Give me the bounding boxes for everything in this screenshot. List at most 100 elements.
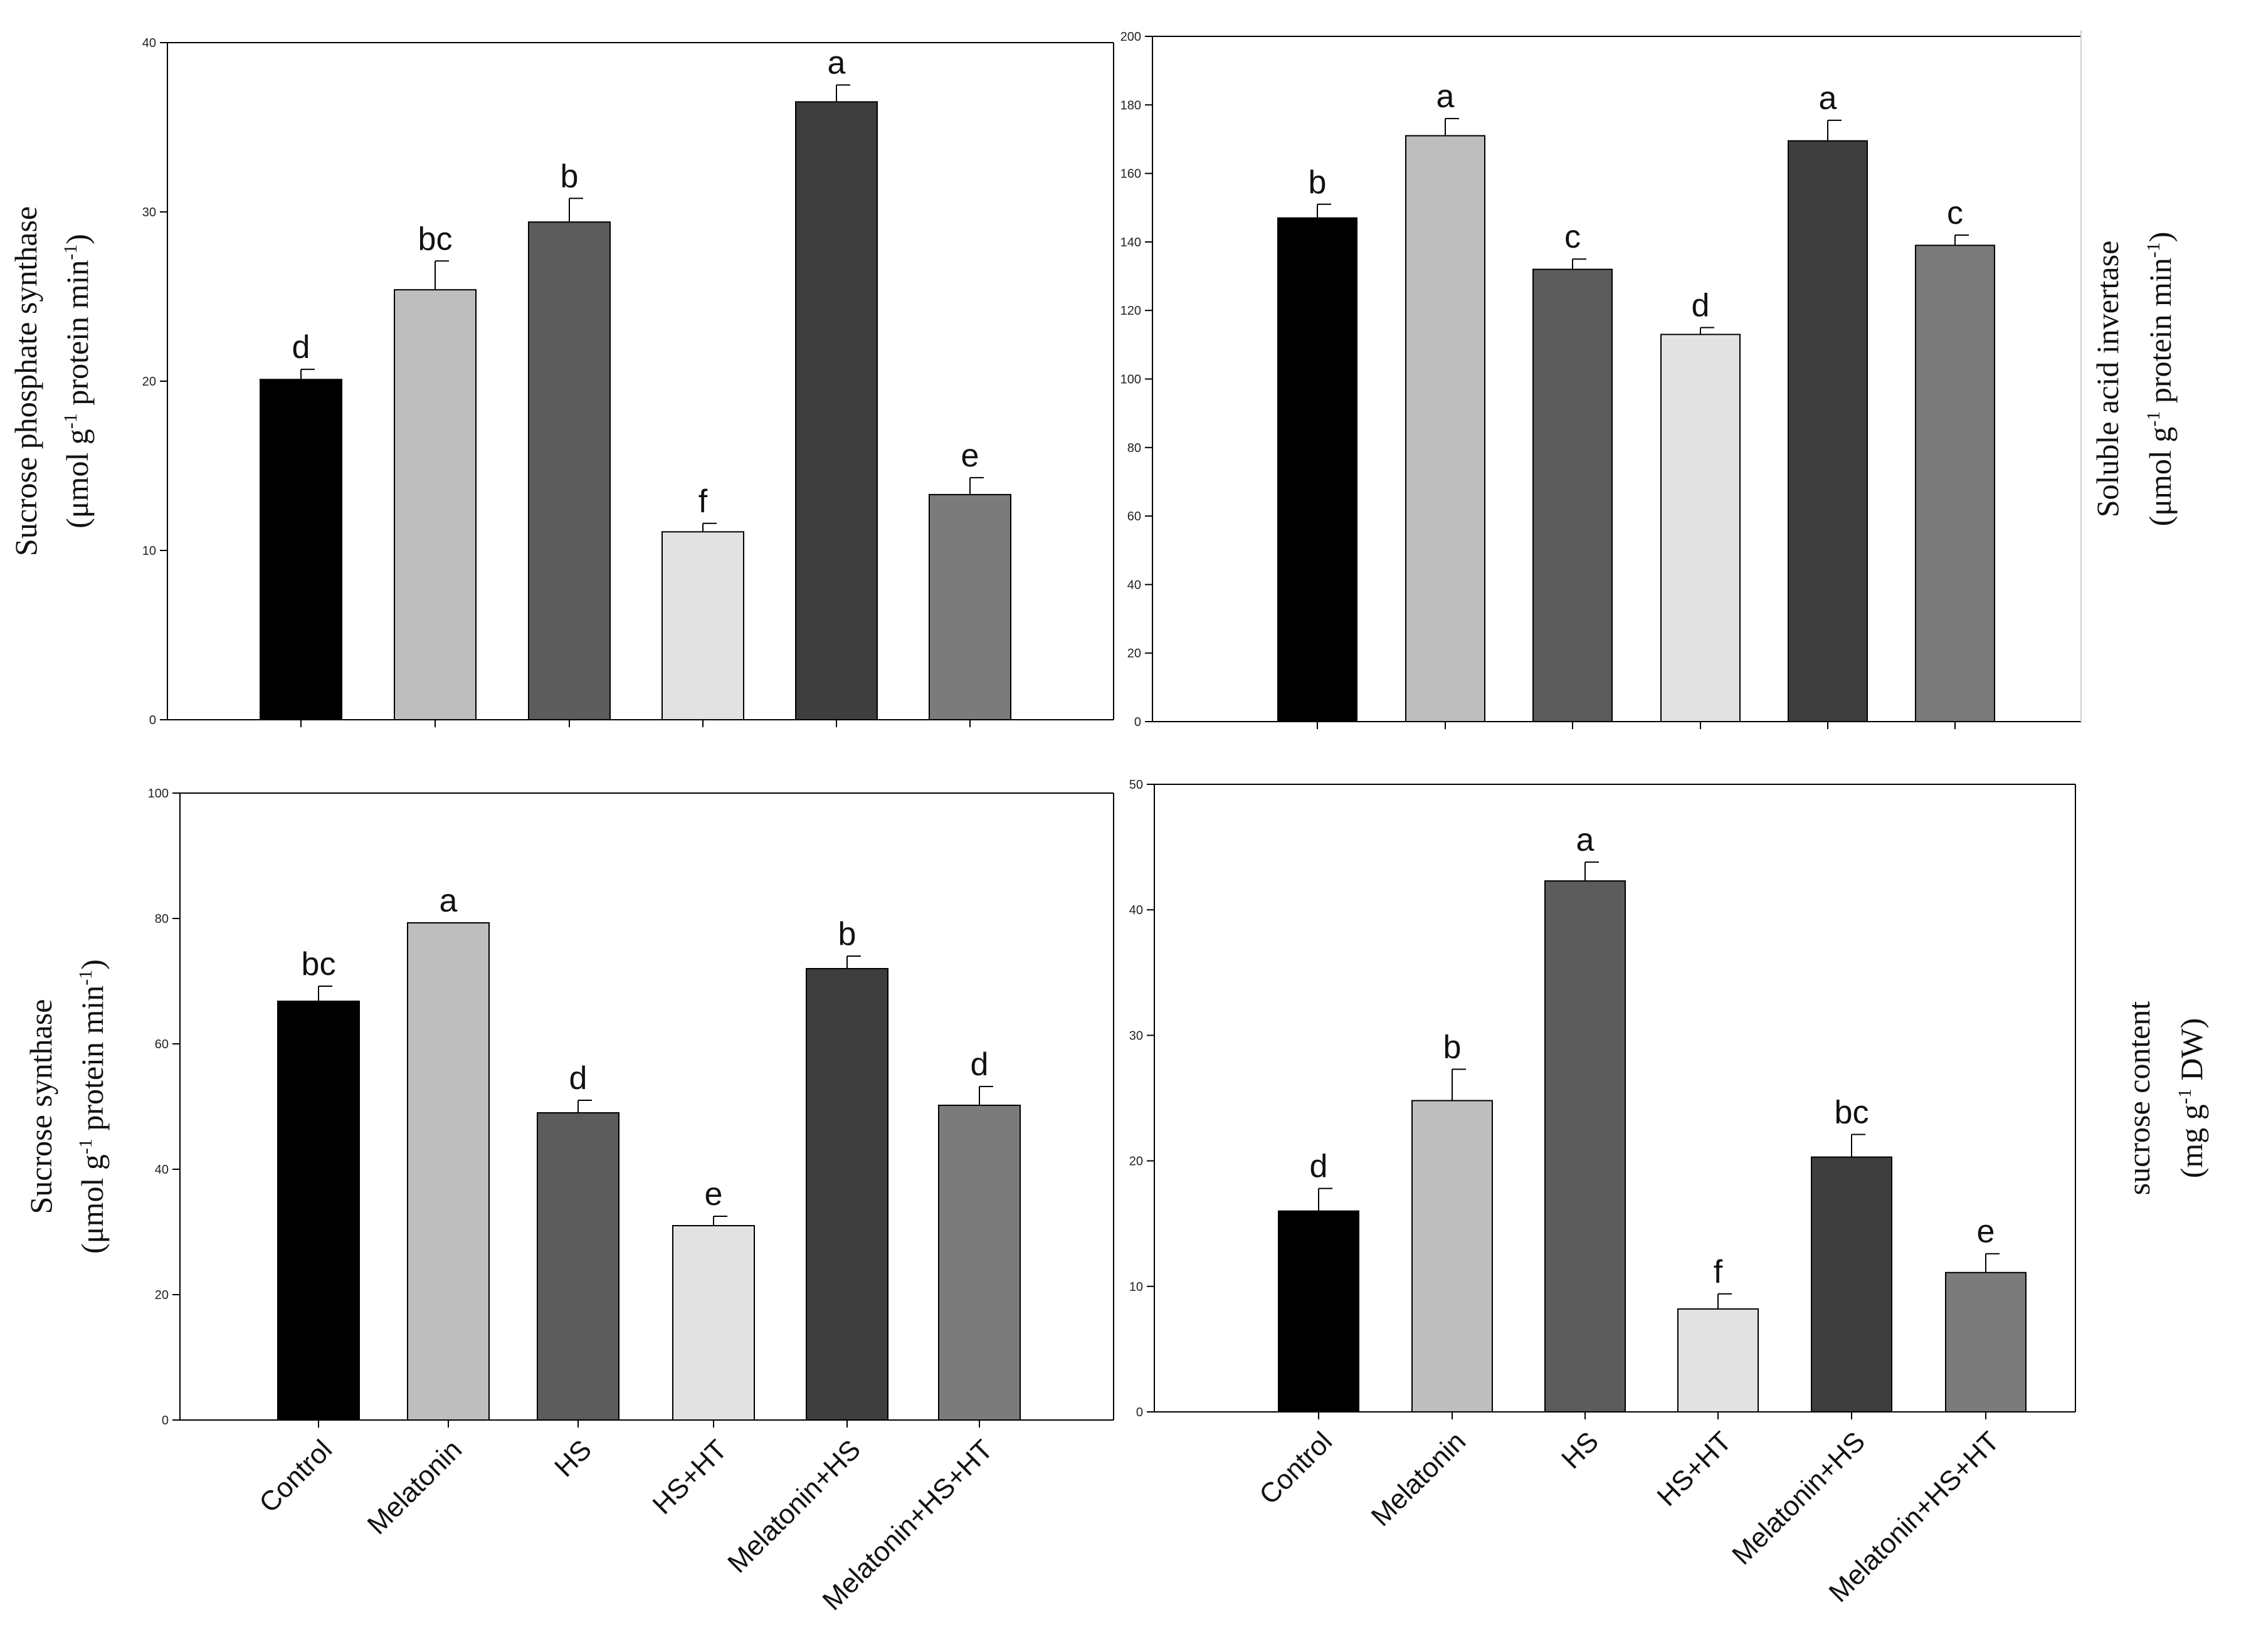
title-part: ) [2143, 232, 2178, 243]
significance-label: b [561, 158, 579, 194]
significance-label: f [698, 483, 708, 520]
superscript: -1 [75, 970, 96, 986]
bar-hs [537, 1112, 619, 1421]
significance-label: a [1819, 80, 1837, 117]
y-tick-label: 80 [155, 912, 169, 926]
bar-melatonin-hs-ht [929, 493, 1011, 721]
bar-melatonin-hs [1788, 140, 1868, 722]
bar-melatonin-hs [806, 968, 888, 1421]
y-axis-title-line2: (mg g-1 DW) [2174, 1018, 2209, 1179]
chart-panel-sai: 0 20 40 60 80 100 120 140 160 180 200 b a c d a c Soluble… [1120, 30, 2178, 729]
x-tick-label: Melatonin [1366, 1426, 1472, 1532]
y-tick-label: 120 [1120, 304, 1141, 318]
superscript: -1 [2143, 242, 2164, 258]
significance-label: bc [1835, 1095, 1869, 1131]
y-tick-label: 20 [1127, 647, 1141, 661]
y-tick-label: 20 [155, 1288, 169, 1302]
bar-melatonin [1411, 1100, 1493, 1413]
chart-panel-sc: 0 10 20 30 40 50 d Control b Melatonin a HS f HS+HT bc… [1129, 778, 2209, 1608]
significance-label: e [961, 438, 979, 474]
x-tick-label: Melatonin+HS [722, 1434, 867, 1579]
y-axis-title-line2: (μmol g-1 protein min-1) [75, 959, 110, 1254]
y-tick-label: 200 [1120, 30, 1141, 44]
significance-label: b [1309, 164, 1327, 201]
y-tick-label: 140 [1120, 236, 1141, 250]
y-tick-label: 100 [148, 787, 169, 801]
significance-label: d [569, 1060, 588, 1097]
y-axis-title-line1: Sucrose synthase [23, 999, 58, 1214]
significance-label: d [971, 1046, 989, 1083]
bar-melatonin-hs-ht [938, 1105, 1021, 1421]
x-tick-label: Control [1253, 1426, 1338, 1510]
x-tick-label: HS [1556, 1426, 1605, 1475]
x-tick-label: HS+HT [1652, 1426, 1738, 1512]
bar-melatonin-hs-ht [1915, 245, 1995, 722]
bar-control [260, 379, 342, 720]
y-tick-label: 20 [1129, 1155, 1143, 1169]
title-part: (μmol g [60, 429, 95, 529]
bar-hs [1544, 880, 1626, 1413]
title-part: (μmol g [75, 1154, 110, 1254]
y-tick-label: 20 [142, 375, 156, 389]
y-tick-label: 0 [1136, 1406, 1143, 1419]
superscript: -1 [60, 413, 81, 429]
superscript: -1 [2174, 1088, 2195, 1104]
superscript: -1 [60, 245, 81, 260]
x-tick-label: Melatonin+HS [1726, 1426, 1871, 1570]
bar-control [1278, 1210, 1359, 1413]
y-tick-label: 40 [142, 36, 156, 50]
significance-label: c [1564, 219, 1581, 255]
superscript: -1 [2143, 411, 2164, 427]
significance-label: b [838, 916, 857, 952]
bar-melatonin-hs [1811, 1156, 1892, 1413]
significance-label: a [1576, 822, 1594, 858]
bar-hs [528, 221, 611, 720]
x-tick-label: HS+HT [647, 1434, 734, 1520]
y-tick-label: 80 [1127, 441, 1141, 455]
y-tick-label: 30 [142, 206, 156, 219]
y-axis-title-line1: Sucrose phosphate synthase [8, 206, 43, 556]
bar-hs-ht [1660, 334, 1741, 722]
significance-label: bc [418, 221, 453, 257]
chart-panel-sps: 0 10 20 30 40 d bc b f a e Sucrose phosphate syntha… [8, 36, 1114, 727]
title-part: ) [60, 234, 95, 245]
bar-hs-ht [1677, 1308, 1759, 1413]
y-tick-label: 0 [149, 713, 156, 727]
title-part: DW) [2174, 1018, 2209, 1088]
title-part: protein min [2143, 258, 2178, 411]
y-tick-label: 0 [1134, 715, 1141, 729]
y-tick-label: 60 [1127, 510, 1141, 523]
y-axis-title-line1: Soluble acid invertase [2090, 241, 2125, 518]
y-tick-label: 40 [155, 1163, 169, 1177]
bar-melatonin-hs [795, 101, 878, 720]
bar-control [1277, 217, 1357, 722]
y-axis-title-line2: (μmol g-1 protein min-1) [2143, 232, 2178, 527]
significance-label: b [1443, 1029, 1462, 1065]
superscript: -1 [75, 1139, 96, 1154]
significance-label: a [440, 883, 458, 919]
bar-melatonin [1405, 135, 1485, 723]
y-tick-label: 10 [142, 544, 156, 558]
significance-label: e [705, 1176, 723, 1213]
y-tick-label: 10 [1129, 1280, 1143, 1294]
y-tick-label: 50 [1129, 778, 1143, 792]
y-tick-label: 60 [155, 1038, 169, 1051]
bar-hs-ht [672, 1225, 755, 1421]
title-part: (μmol g [2143, 427, 2178, 527]
bar-control [277, 1001, 360, 1421]
x-tick-label: HS [549, 1434, 598, 1483]
y-axis-title-line2: (μmol g-1 protein min-1) [60, 234, 95, 529]
x-tick-label: Control [253, 1434, 338, 1518]
significance-label: d [1310, 1149, 1328, 1185]
significance-label: a [828, 45, 846, 82]
x-tick-label: Melatonin [362, 1434, 468, 1540]
significance-label: e [1977, 1214, 1995, 1250]
y-axis-title-line1: sucrose content [2121, 1001, 2156, 1196]
bar-hs-ht [662, 531, 744, 720]
y-tick-label: 40 [1127, 578, 1141, 592]
title-part: protein min [75, 986, 110, 1139]
y-tick-label: 100 [1120, 373, 1141, 387]
bar-melatonin [394, 289, 477, 720]
bar-melatonin [407, 922, 490, 1421]
